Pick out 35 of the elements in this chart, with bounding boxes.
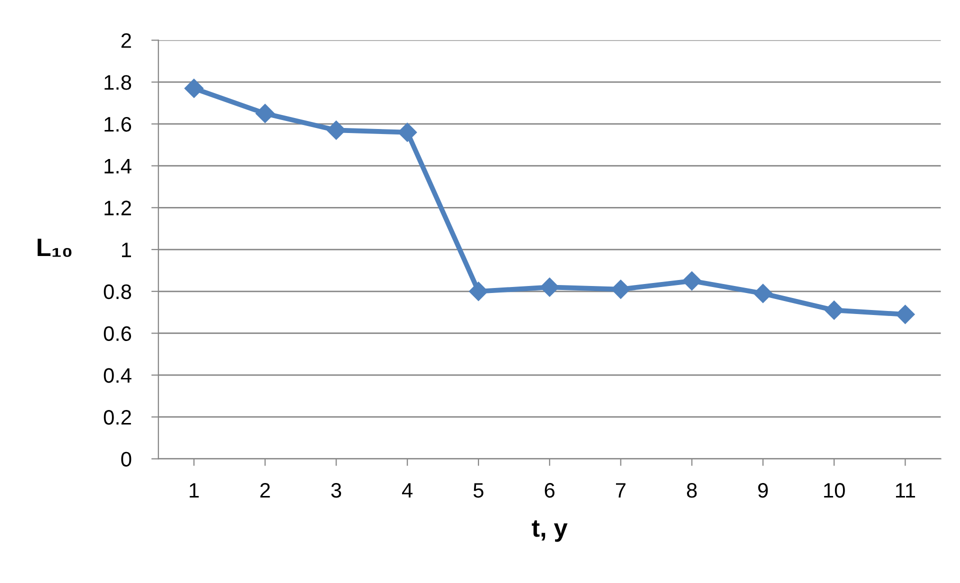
point bbox=[398, 122, 417, 142]
y-tick-label: 2 bbox=[121, 33, 131, 48]
x-tick-label: 6 bbox=[544, 482, 554, 498]
point bbox=[326, 120, 346, 140]
x-tick-label: 4 bbox=[402, 483, 413, 498]
y-tick-label: 0.2 bbox=[104, 410, 131, 425]
point bbox=[611, 280, 630, 299]
point bbox=[896, 304, 915, 324]
y-tick-label: 0.8 bbox=[104, 284, 132, 300]
point bbox=[256, 104, 275, 124]
x-tick-label: 10 bbox=[824, 482, 845, 498]
point bbox=[540, 278, 560, 297]
y-tick-label: 0 bbox=[121, 452, 132, 467]
point bbox=[753, 284, 773, 304]
y-tick-label: 1 bbox=[122, 242, 131, 258]
y-tick-label: 1.2 bbox=[104, 200, 131, 216]
y-axis-title: L₁₀ bbox=[38, 238, 72, 257]
y-tick-label: 1.8 bbox=[104, 75, 132, 90]
x-tick-label: 2 bbox=[260, 482, 270, 498]
x-tick-label: 9 bbox=[758, 482, 768, 498]
point bbox=[824, 300, 844, 320]
point bbox=[184, 78, 204, 98]
y-tick-label: 0.6 bbox=[104, 326, 132, 341]
x-tick-label: 1 bbox=[190, 483, 199, 498]
y-tick-label: 1.4 bbox=[104, 159, 132, 174]
x-tick-label: 3 bbox=[331, 482, 342, 498]
x-tick-label: 5 bbox=[474, 483, 484, 498]
x-axis-title: t, y bbox=[532, 520, 568, 542]
point bbox=[682, 271, 702, 290]
x-tick-label: 11 bbox=[896, 483, 916, 498]
x-tick-label: 8 bbox=[686, 482, 697, 498]
point bbox=[468, 282, 488, 301]
x-tick-label: 7 bbox=[616, 483, 626, 498]
y-tick-label: 0.4 bbox=[104, 368, 132, 383]
y-tick-label: 1.6 bbox=[104, 116, 132, 132]
